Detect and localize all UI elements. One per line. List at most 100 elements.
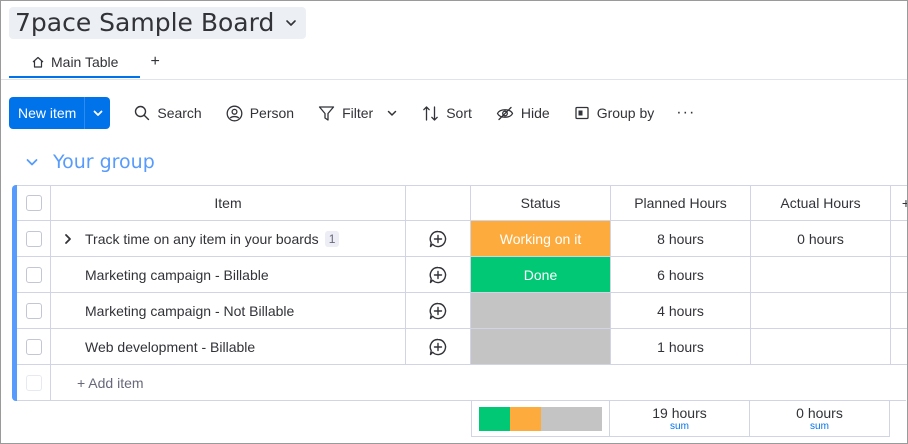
filter-label: Filter	[342, 105, 374, 121]
person-filter-button[interactable]: Person	[214, 97, 306, 129]
table-row: Marketing campaign - Billable Done 6 hou…	[17, 257, 907, 293]
planned-hours-cell[interactable]: 8 hours	[611, 221, 751, 257]
planned-hours-total: 19 hours	[652, 404, 707, 421]
column-header-updates	[406, 185, 471, 221]
row-checkbox[interactable]	[25, 302, 42, 319]
status-distribution-bar	[479, 406, 602, 431]
status-label	[471, 329, 610, 364]
group-by-button[interactable]: Group by	[562, 97, 667, 129]
add-update-icon	[429, 266, 447, 283]
more-actions-button[interactable]: ···	[676, 104, 696, 121]
sort-button[interactable]: Sort	[410, 97, 484, 129]
item-name-cell[interactable]: Web development - Billable	[51, 329, 406, 365]
new-item-button[interactable]: New item	[18, 105, 77, 121]
item-name-cell[interactable]: Track time on any item in your boards 1	[51, 221, 406, 257]
tab-main-table[interactable]: Main Table	[9, 49, 141, 78]
row-checkbox-cell	[17, 365, 51, 401]
header-checkbox-cell	[17, 185, 51, 221]
table-row: Track time on any item in your boards 1 …	[17, 221, 907, 257]
row-checkbox[interactable]	[25, 230, 42, 247]
planned-hours-cell[interactable]: 1 hours	[611, 329, 751, 365]
status-label: Working on it	[471, 221, 610, 256]
column-header-status[interactable]: Status	[471, 185, 611, 221]
column-header-actual-hours[interactable]: Actual Hours	[751, 185, 891, 221]
search-button[interactable]: Search	[122, 97, 213, 129]
actual-hours-cell[interactable]	[751, 293, 891, 329]
chevron-down-icon[interactable]	[25, 155, 39, 169]
status-cell[interactable]: Working on it	[471, 221, 611, 257]
row-checkbox-cell	[17, 221, 51, 257]
tab-label: Main Table	[51, 53, 119, 70]
group-title[interactable]: Your group	[53, 151, 155, 173]
table-header-row: Item Status Planned Hours Actual Hours +	[17, 185, 907, 221]
chevron-down-icon	[286, 20, 297, 26]
row-checkbox-cell	[17, 293, 51, 329]
status-cell[interactable]: Done	[471, 257, 611, 293]
column-header-item[interactable]: Item	[51, 185, 406, 221]
empty-cell	[891, 221, 907, 257]
row-checkbox	[25, 374, 42, 391]
column-header-planned-hours[interactable]: Planned Hours	[611, 185, 751, 221]
row-checkbox[interactable]	[25, 338, 42, 355]
updates-cell[interactable]	[406, 293, 471, 329]
chevron-down-icon[interactable]	[386, 107, 398, 119]
status-label	[471, 293, 610, 328]
add-update-icon	[429, 230, 447, 247]
planned-hours-cell[interactable]: 4 hours	[611, 293, 751, 329]
row-checkbox[interactable]	[25, 266, 42, 283]
group-summary-row: 19 hours sum 0 hours sum	[471, 401, 890, 437]
status-summary-cell[interactable]	[471, 401, 610, 437]
planned-hours-cell[interactable]: 6 hours	[611, 257, 751, 293]
status-cell[interactable]	[471, 329, 611, 365]
item-name: Marketing campaign - Billable	[85, 266, 269, 283]
table-row: Web development - Billable 1 hours	[17, 329, 907, 365]
status-label: Done	[471, 257, 610, 292]
updates-cell[interactable]	[406, 329, 471, 365]
chevron-right-icon	[65, 233, 71, 244]
item-name: Web development - Billable	[85, 338, 256, 355]
search-icon	[135, 105, 150, 121]
add-item-row: + Add item	[17, 365, 906, 401]
status-cell[interactable]	[471, 293, 611, 329]
new-item-dropdown-button[interactable]	[84, 97, 110, 129]
board-title: 7pace Sample Board	[15, 8, 275, 37]
add-column-button[interactable]: +	[891, 185, 907, 221]
expand-subitems-button[interactable]	[51, 233, 85, 245]
add-view-button[interactable]: +	[150, 53, 160, 70]
empty-cell	[891, 257, 907, 293]
sort-icon	[423, 105, 439, 121]
actual-hours-summary[interactable]: 0 hours sum	[750, 401, 890, 437]
actual-hours-sum-label: sum	[810, 420, 829, 432]
group-by-label: Group by	[596, 105, 655, 121]
item-name-cell[interactable]: Marketing campaign - Not Billable	[51, 293, 406, 329]
person-label: Person	[249, 105, 295, 121]
view-tabs: Main Table +	[9, 49, 170, 79]
status-distribution-segment	[479, 406, 510, 431]
status-distribution-segment	[509, 406, 541, 431]
group-header: Your group	[25, 151, 155, 173]
sort-label: Sort	[446, 105, 472, 121]
group-icon	[575, 106, 589, 120]
actual-hours-total: 0 hours	[796, 404, 843, 421]
row-checkbox-cell	[17, 329, 51, 365]
subitems-count-badge[interactable]: 1	[324, 230, 340, 247]
add-item-input[interactable]: + Add item	[51, 365, 906, 401]
search-label: Search	[157, 105, 202, 121]
empty-cell	[891, 329, 907, 365]
item-name-cell[interactable]: Marketing campaign - Billable	[51, 257, 406, 293]
actual-hours-cell[interactable]	[751, 329, 891, 365]
select-all-checkbox[interactable]	[25, 195, 42, 211]
filter-button[interactable]: Filter	[306, 97, 410, 129]
board-title-button[interactable]: 7pace Sample Board	[9, 7, 307, 39]
status-distribution-segment	[540, 406, 602, 431]
add-update-icon	[429, 302, 447, 319]
updates-cell[interactable]	[406, 221, 471, 257]
actual-hours-cell[interactable]	[751, 257, 891, 293]
planned-hours-summary[interactable]: 19 hours sum	[610, 401, 750, 437]
divider	[1, 79, 907, 80]
hide-button[interactable]: Hide	[484, 97, 562, 129]
board-toolbar: New item Search Person Filter Sort Hide	[9, 97, 705, 129]
updates-cell[interactable]	[406, 257, 471, 293]
new-item-split-button: New item	[9, 97, 111, 129]
actual-hours-cell[interactable]: 0 hours	[751, 221, 891, 257]
